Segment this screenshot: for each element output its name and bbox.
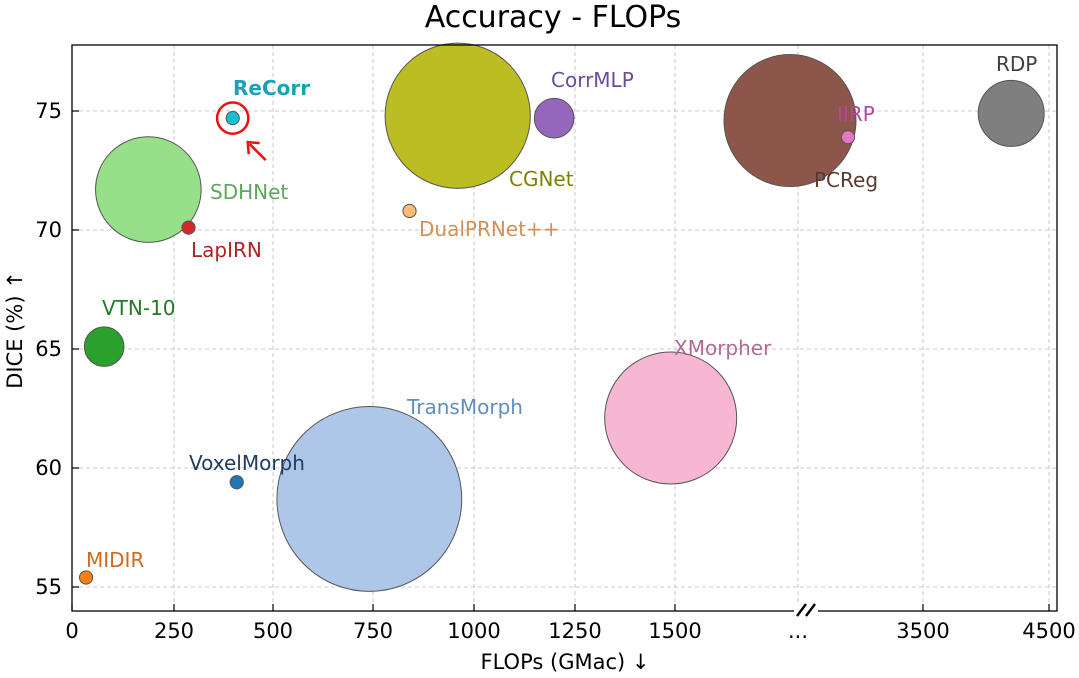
plot-frame — [71, 44, 1058, 612]
label-rdp: RDP — [996, 52, 1037, 76]
y-tick-label: 70 — [35, 218, 62, 242]
point-vtn-10 — [83, 326, 125, 367]
point-xmorpher — [604, 351, 738, 485]
point-voxelmorph — [229, 475, 244, 490]
point-corrmlp — [533, 97, 575, 139]
point-pcreg — [723, 54, 857, 188]
label-cgnet: CGNet — [509, 167, 574, 191]
x-tick-label: 1500 — [648, 619, 701, 643]
label-vtn-10: VTN-10 — [102, 296, 176, 320]
point-labels: ReCorr SDHNet LapIRN VTN-10 VoxelMorph MIDIR T… — [86, 52, 1037, 572]
point-lapirn — [181, 220, 196, 235]
point-rdp — [977, 79, 1045, 147]
axis-ticks: 0 250 500 750 1000 1250 1500... 3500 4500 55 60 65 7… — [35, 99, 1075, 643]
y-tick-label: 65 — [35, 337, 62, 361]
label-pcreg: PCReg — [814, 168, 878, 192]
label-transmorph: TransMorph — [406, 395, 523, 419]
axis-break-mark — [794, 603, 818, 618]
data-points — [78, 42, 1045, 592]
x-axis-label: FLOPs (GMac) ↓ — [481, 650, 650, 674]
y-tick-label: 75 — [35, 99, 62, 123]
highlight-arrowhead — [246, 140, 260, 155]
point-cgnet — [384, 42, 531, 189]
label-recorr: ReCorr — [233, 76, 310, 100]
point-transmorph — [276, 406, 463, 592]
label-lapirn: LapIRN — [191, 238, 262, 262]
y-tick-label: 60 — [35, 456, 62, 480]
x-tick-label: ... — [788, 619, 808, 643]
x-tick-label: 750 — [353, 619, 393, 643]
x-tick-label: 0 — [65, 619, 78, 643]
highlight-ring — [215, 101, 250, 135]
x-tick-label: 500 — [253, 619, 293, 643]
label-sdhnet: SDHNet — [210, 180, 288, 204]
label-xmorpher: XMorpher — [674, 336, 772, 360]
y-axis-label: DICE (%) ↑ — [3, 271, 27, 389]
label-iirp: IIRP — [837, 102, 875, 126]
point-sdhnet — [95, 136, 202, 243]
y-tick-label: 55 — [35, 575, 62, 599]
x-tick-label: 250 — [154, 619, 194, 643]
point-dualprnet — [402, 203, 417, 219]
label-voxelmorph: VoxelMorph — [189, 451, 305, 475]
label-dualprnet: DualPRNet++ — [419, 217, 559, 241]
grid-lines — [71, 45, 1057, 611]
x-tick-label: 1000 — [447, 619, 500, 643]
x-tick-label: 4500 — [1022, 619, 1075, 643]
label-midir: MIDIR — [86, 548, 144, 572]
point-recorr — [225, 111, 240, 126]
chart-title: Accuracy - FLOPs — [425, 0, 682, 35]
x-tick-label: 3500 — [896, 619, 949, 643]
x-tick-label: 1250 — [548, 619, 601, 643]
point-iirp — [840, 130, 856, 145]
label-corrmlp: CorrMLP — [551, 68, 634, 92]
point-midir — [78, 570, 94, 585]
highlight-arrow — [248, 143, 267, 162]
